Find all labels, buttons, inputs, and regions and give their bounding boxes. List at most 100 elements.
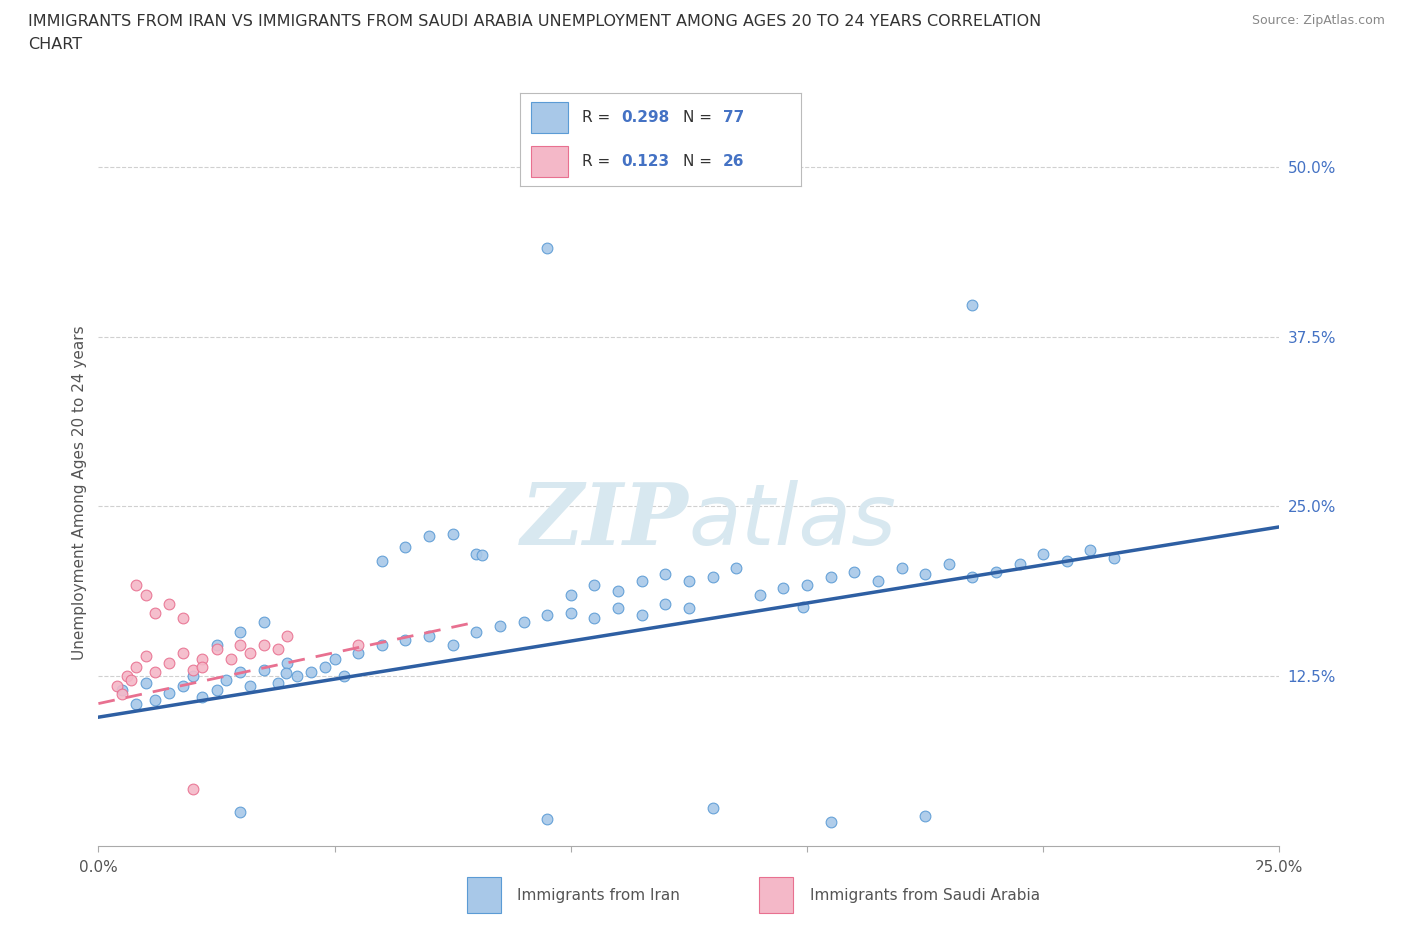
Point xyxy=(962,298,984,312)
Point xyxy=(962,570,984,585)
Point xyxy=(172,645,194,660)
Point xyxy=(630,574,652,589)
Point xyxy=(205,638,228,653)
Point xyxy=(105,679,128,694)
Bar xyxy=(531,146,568,177)
Point xyxy=(229,665,252,680)
Point xyxy=(181,782,204,797)
Point xyxy=(441,526,464,541)
Point xyxy=(276,656,298,671)
Point xyxy=(536,241,558,256)
Point xyxy=(157,685,180,700)
Point xyxy=(678,574,700,589)
Text: 26: 26 xyxy=(723,153,744,169)
Point xyxy=(654,567,676,582)
Bar xyxy=(467,877,501,913)
Text: R =: R = xyxy=(582,153,616,169)
Point xyxy=(792,600,814,615)
Point xyxy=(914,809,936,824)
Point xyxy=(347,645,370,660)
Point xyxy=(111,683,134,698)
Point xyxy=(607,583,630,598)
Point xyxy=(229,624,252,639)
Point xyxy=(267,642,290,657)
Point xyxy=(394,632,416,647)
Point xyxy=(276,628,298,643)
Point xyxy=(253,662,276,677)
Point xyxy=(239,679,262,694)
Text: 77: 77 xyxy=(723,110,744,126)
Point xyxy=(253,638,276,653)
Text: atlas: atlas xyxy=(689,480,897,563)
Point xyxy=(253,615,276,630)
Point xyxy=(471,547,494,562)
Point xyxy=(820,570,842,585)
Point xyxy=(205,642,228,657)
Point xyxy=(371,638,394,653)
Text: N =: N = xyxy=(683,110,717,126)
Point xyxy=(215,673,238,688)
Point xyxy=(267,676,290,691)
Point xyxy=(125,659,148,674)
Point xyxy=(1102,551,1125,565)
Point xyxy=(333,669,356,684)
Bar xyxy=(759,877,793,913)
Point xyxy=(299,665,322,680)
Text: Source: ZipAtlas.com: Source: ZipAtlas.com xyxy=(1251,14,1385,27)
Point xyxy=(239,645,262,660)
Point xyxy=(135,648,157,663)
Point xyxy=(630,608,652,623)
Point xyxy=(748,588,770,603)
Point xyxy=(938,556,960,571)
Point xyxy=(181,669,204,684)
Point xyxy=(229,638,252,653)
Point xyxy=(702,570,724,585)
Point xyxy=(560,588,582,603)
Point xyxy=(191,689,214,704)
Y-axis label: Unemployment Among Ages 20 to 24 years: Unemployment Among Ages 20 to 24 years xyxy=(72,326,87,660)
Text: Immigrants from Iran: Immigrants from Iran xyxy=(517,887,681,903)
Point xyxy=(205,683,228,698)
Point xyxy=(536,812,558,827)
Point xyxy=(583,610,606,625)
Point xyxy=(1080,542,1102,557)
Point xyxy=(654,597,676,612)
Point xyxy=(984,565,1007,579)
Point xyxy=(866,574,889,589)
Point xyxy=(418,529,440,544)
Text: ZIP: ZIP xyxy=(522,480,689,563)
Point xyxy=(607,601,630,616)
Point xyxy=(285,669,308,684)
Point xyxy=(1008,556,1031,571)
Point xyxy=(219,651,242,666)
Point xyxy=(725,560,748,575)
Point xyxy=(371,553,394,568)
Point xyxy=(323,651,346,666)
Point xyxy=(1032,547,1054,562)
Point xyxy=(143,665,166,680)
Text: 0.123: 0.123 xyxy=(621,153,669,169)
Point xyxy=(465,624,488,639)
Point xyxy=(181,662,204,677)
Point xyxy=(125,578,148,592)
Point xyxy=(172,610,194,625)
Text: 0.298: 0.298 xyxy=(621,110,669,126)
Point xyxy=(274,666,297,681)
Point xyxy=(536,608,558,623)
Point xyxy=(560,605,582,620)
Point xyxy=(702,801,724,816)
Point xyxy=(512,615,534,630)
Point xyxy=(314,659,336,674)
Point xyxy=(121,673,143,688)
Point xyxy=(172,679,194,694)
Point xyxy=(347,638,370,653)
Point xyxy=(772,580,794,595)
Text: IMMIGRANTS FROM IRAN VS IMMIGRANTS FROM SAUDI ARABIA UNEMPLOYMENT AMONG AGES 20 : IMMIGRANTS FROM IRAN VS IMMIGRANTS FROM … xyxy=(28,14,1042,29)
Point xyxy=(143,605,166,620)
Point xyxy=(418,628,440,643)
Point xyxy=(796,578,818,592)
Point xyxy=(135,676,157,691)
Point xyxy=(844,565,866,579)
Point xyxy=(678,601,700,616)
Text: N =: N = xyxy=(683,153,717,169)
